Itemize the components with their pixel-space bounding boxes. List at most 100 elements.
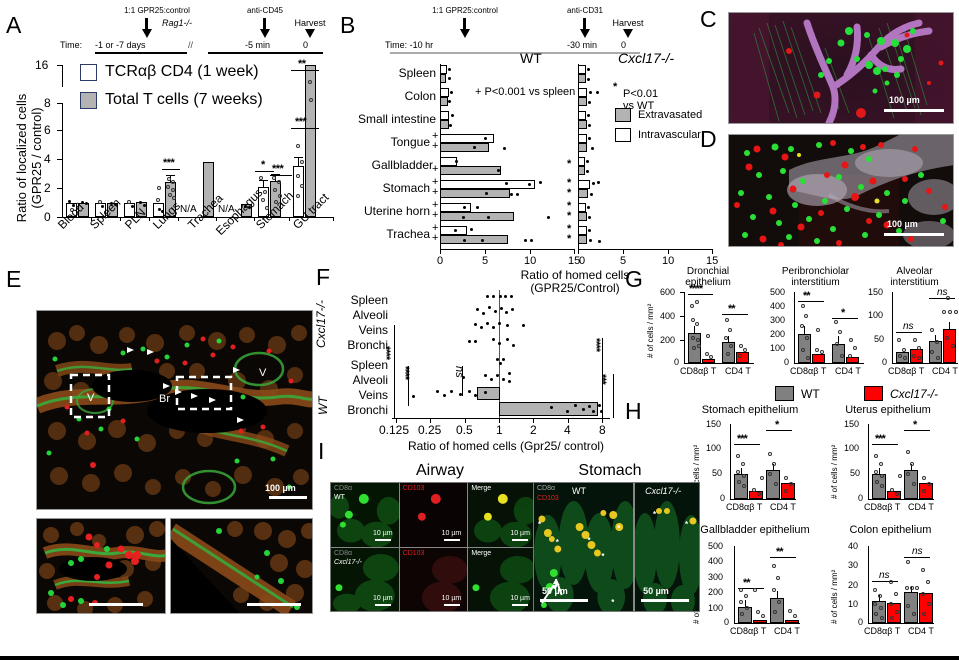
panel-f-dot bbox=[502, 358, 505, 361]
panel-h-dot bbox=[739, 588, 743, 592]
panel-f-dot bbox=[512, 344, 515, 347]
panel-f-dot bbox=[443, 394, 446, 397]
panel-g-dot bbox=[917, 356, 921, 360]
panel-g-sig-line-alv-cd8 bbox=[896, 332, 922, 334]
panel-b-cat-stomach: Stomach bbox=[382, 181, 430, 195]
panel-b-plus-mark: + bbox=[432, 176, 439, 188]
panel-f-dot bbox=[492, 338, 495, 341]
panel-a-dot bbox=[263, 190, 267, 194]
panel-g-dot bbox=[692, 346, 696, 350]
panel-g-xcat-alv-cd8: CD8αβ T bbox=[888, 366, 925, 376]
panel-b-dot bbox=[481, 239, 484, 242]
panel-b-xtick bbox=[574, 249, 576, 254]
panel-f-cat-ko-alveoli: Alveoli bbox=[352, 308, 388, 322]
panel-h-sig-gb-cd8: ** bbox=[743, 577, 751, 589]
panel-b-legend-label-extravasated: Extravasated bbox=[638, 109, 703, 121]
panel-f-dot bbox=[508, 372, 511, 375]
panel-f-dot bbox=[474, 323, 477, 326]
panel-h-dot bbox=[784, 476, 788, 480]
panel-b-plus-mark: + bbox=[432, 232, 439, 244]
panel-f-cat-wt-alveoli: Alveoli bbox=[352, 373, 388, 387]
panel-f-wt-bar-veins bbox=[477, 387, 500, 400]
panel-b-dot bbox=[476, 206, 479, 209]
panel-i-scale-bar bbox=[512, 539, 529, 541]
panel-a-dot bbox=[296, 174, 300, 178]
panel-a-ytick-label-8: 8 bbox=[44, 96, 51, 110]
panel-g-dot bbox=[942, 310, 946, 314]
panel-b-ko-bar-tongue-intra bbox=[578, 134, 587, 143]
panel-f-dot bbox=[468, 340, 471, 343]
panel-b-dot bbox=[463, 206, 466, 209]
panel-h-dot bbox=[752, 488, 756, 492]
panel-h-dot bbox=[788, 609, 792, 613]
panel-h-ytick-uterus-100: 100 bbox=[844, 443, 860, 453]
panel-g-title-peri-2: interstitium bbox=[791, 277, 840, 288]
panel-g-y-axis-bronchial bbox=[684, 292, 686, 364]
panel-g-dot bbox=[806, 356, 810, 360]
panel-b-ko-bar-spleen-intra bbox=[578, 65, 586, 74]
panel-f-dot bbox=[468, 390, 471, 393]
panel-i-stomach-scale-label-wt: 50 µm bbox=[542, 586, 568, 596]
panel-d-scale-bar bbox=[884, 233, 944, 236]
panel-a-dot bbox=[244, 205, 247, 208]
panel-b-cat-gallbladder: Gallbladder bbox=[371, 158, 433, 172]
panel-a-sig-line-stomach-open bbox=[255, 171, 274, 173]
panel-f-cat-ko-bronchi: Bronchi bbox=[347, 338, 388, 352]
panel-f-dot bbox=[462, 376, 465, 379]
panel-g-ytick-alv-100: 100 bbox=[868, 310, 884, 320]
panel-g-legend-swatch-wt bbox=[775, 386, 794, 401]
panel-h-y-axis-uterus bbox=[868, 424, 870, 500]
panel-a-dot bbox=[309, 98, 313, 102]
panel-e-scale-label: 100 µm bbox=[265, 483, 296, 493]
panel-i-airway-genotype-ko: Cxcl17-/- bbox=[334, 558, 363, 566]
panel-a-dot bbox=[156, 198, 160, 202]
panel-i-airway-marker-merge-ko: Merge bbox=[471, 549, 492, 557]
panel-g-legend-swatch-ko bbox=[864, 386, 883, 401]
panel-g-ytick-peri-200: 200 bbox=[770, 329, 786, 339]
panel-b-xtick bbox=[485, 249, 487, 254]
panel-f-dot bbox=[499, 295, 502, 298]
svg-text:*: * bbox=[617, 524, 621, 533]
panel-f-sig-bracket-alveoli bbox=[408, 366, 410, 406]
panel-b-time-prefix: Time: -10 hr bbox=[385, 40, 434, 50]
panel-h-dot bbox=[874, 612, 878, 616]
panel-h-dot bbox=[736, 454, 740, 458]
panel-h-dot bbox=[760, 476, 764, 480]
panel-a-ytick-label-6: 6 bbox=[44, 123, 51, 137]
panel-g-sig-line-peri-cd8 bbox=[798, 301, 824, 303]
panel-b-dot bbox=[449, 124, 452, 127]
panel-a-ytick-0 bbox=[57, 217, 62, 219]
panel-h-xcat-colon-cd4: CD4 T bbox=[908, 626, 934, 636]
panel-f-group-wt: WT bbox=[316, 396, 330, 415]
panel-a-ytick-16 bbox=[57, 65, 62, 67]
panel-b-dot bbox=[497, 169, 500, 172]
panel-b-ko-bar-gallbladder-extra bbox=[578, 166, 585, 175]
panel-g-dot bbox=[948, 310, 952, 314]
panel-g-dot bbox=[853, 346, 857, 350]
panel-h-ytick-stomach-50: 50 bbox=[712, 468, 723, 478]
panel-e-main-image: V V Br 100 µm bbox=[36, 310, 313, 510]
panel-g-title-bronchial-1: Dronchial bbox=[686, 266, 730, 277]
panel-a-x-axis bbox=[62, 217, 334, 219]
panel-a-dot bbox=[171, 188, 175, 192]
panel-a-y-axis-upper bbox=[62, 65, 64, 87]
panel-a-arrow1-stem bbox=[145, 18, 148, 31]
panel-b-dot bbox=[586, 170, 589, 173]
panel-h-dot bbox=[874, 454, 878, 458]
panel-g-err bbox=[804, 326, 806, 334]
panel-b-dot bbox=[528, 183, 531, 186]
panel-b-ko-bar-gallbladder-intra bbox=[578, 157, 585, 166]
panel-b-xtick-label-r5: 5 bbox=[620, 255, 627, 267]
panel-b-plus-mark: + bbox=[432, 199, 439, 211]
panel-a-err-gu-open bbox=[298, 157, 300, 167]
panel-g-y-axis-alv bbox=[892, 292, 894, 364]
panel-b-dot bbox=[588, 229, 591, 232]
panel-b-dot bbox=[587, 206, 590, 209]
panel-g-dot bbox=[820, 350, 824, 354]
panel-a-errcap-stomach-open bbox=[259, 180, 268, 182]
panel-f-dot bbox=[566, 410, 569, 413]
panel-a-timeline: 1:1 GPR25:control Rag1-/- anti-CD45 Harv… bbox=[60, 6, 340, 54]
panel-g-ytick-peri-300: 300 bbox=[770, 315, 786, 325]
panel-a-dot bbox=[172, 196, 176, 200]
panel-b-dot bbox=[463, 239, 466, 242]
